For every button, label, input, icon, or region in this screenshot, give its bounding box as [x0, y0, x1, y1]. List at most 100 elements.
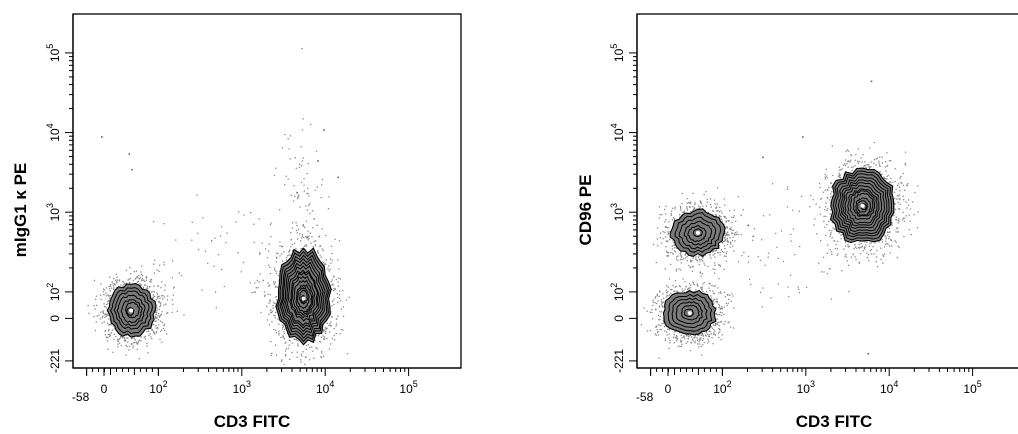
event-dot [700, 201, 702, 203]
event-dot [713, 332, 715, 334]
event-dot [671, 288, 673, 291]
event-dot [704, 254, 706, 256]
event-dot [296, 351, 298, 353]
event-dot [307, 230, 309, 232]
event-dot [726, 233, 728, 235]
event-dot [652, 318, 654, 320]
event-dot [160, 287, 162, 289]
event-dot [294, 338, 296, 340]
event-dot [155, 320, 157, 322]
event-dot [107, 340, 109, 342]
contour-ring [286, 269, 320, 327]
event-dot [278, 332, 280, 334]
event-dot [312, 350, 314, 352]
event-dot [911, 201, 914, 203]
event-dot [870, 166, 872, 168]
event-dot [708, 282, 710, 284]
event-dot [101, 317, 103, 319]
event-dot [698, 263, 700, 266]
event-dot [690, 261, 692, 263]
event-dot [714, 264, 716, 266]
event-dot [118, 342, 121, 344]
event-dot [701, 286, 703, 288]
event-dot [333, 287, 335, 289]
event-dot [735, 220, 737, 222]
event-dot [854, 246, 857, 248]
x-tick-base: -58 [636, 390, 654, 404]
x-tick-label: 104 [880, 379, 898, 396]
contour-ring [839, 179, 885, 233]
event-dot [699, 272, 701, 274]
event-dot [277, 274, 280, 277]
event-dot [723, 240, 725, 242]
event-dot [830, 201, 832, 204]
event-dot [334, 238, 336, 240]
event-dot [879, 156, 881, 158]
event-dot [829, 235, 831, 237]
event-dot [714, 256, 716, 258]
event-dot [707, 342, 709, 344]
event-dot [685, 335, 688, 337]
event-dot [282, 335, 284, 337]
event-dot [718, 321, 720, 324]
event-dot [716, 318, 718, 320]
y-tick-base: -221 [48, 349, 62, 373]
event-dot [674, 251, 677, 253]
contour-ring [684, 308, 694, 318]
event-dot [719, 206, 721, 208]
event-dot [297, 340, 299, 342]
y-tick-label: -221 [48, 349, 62, 373]
event-dot [337, 296, 339, 299]
event-dot [335, 325, 337, 327]
event-dot [289, 254, 292, 256]
event-dot [656, 238, 658, 240]
event-dot [315, 347, 317, 349]
event-dot [313, 218, 316, 220]
event-dot [690, 341, 692, 344]
event-dot [273, 314, 275, 317]
event-dot [128, 349, 130, 351]
event-dot [681, 337, 683, 339]
event-dot [827, 197, 829, 199]
contour-ring [681, 304, 700, 321]
event-dot [99, 294, 102, 296]
event-dot [675, 334, 678, 337]
event-dot [686, 209, 689, 211]
event-dot [733, 215, 735, 217]
event-dot [153, 291, 155, 293]
contour-ring [675, 301, 703, 325]
event-dot [792, 228, 795, 230]
event-dot [725, 253, 727, 255]
event-dot [106, 314, 108, 316]
event-dot [161, 341, 163, 343]
event-dot [914, 191, 916, 194]
event-dot [866, 252, 868, 254]
event-dot [868, 245, 870, 247]
event-dot [883, 176, 885, 178]
event-dot [331, 259, 333, 261]
event-dot [874, 242, 876, 244]
event-dot [691, 266, 694, 268]
event-dot [93, 305, 95, 307]
event-dot [191, 239, 193, 241]
event-dot [897, 231, 899, 233]
event-dot [259, 273, 261, 275]
event-dot [679, 345, 681, 348]
event-dot [727, 294, 729, 296]
event-dot [117, 338, 119, 340]
event-dot [664, 338, 666, 340]
event-dot [270, 340, 272, 343]
event-dot [917, 211, 919, 213]
event-dot [732, 229, 734, 232]
event-dot [331, 305, 333, 307]
event-dot [268, 324, 271, 326]
event-dot [863, 164, 866, 167]
event-dot [295, 229, 298, 232]
event-dot [155, 316, 157, 318]
event-dot [665, 226, 667, 228]
event-dot [300, 248, 302, 250]
event-dot [284, 350, 287, 352]
event-dot [102, 310, 104, 312]
event-dot [898, 208, 900, 210]
event-dot [863, 247, 866, 249]
